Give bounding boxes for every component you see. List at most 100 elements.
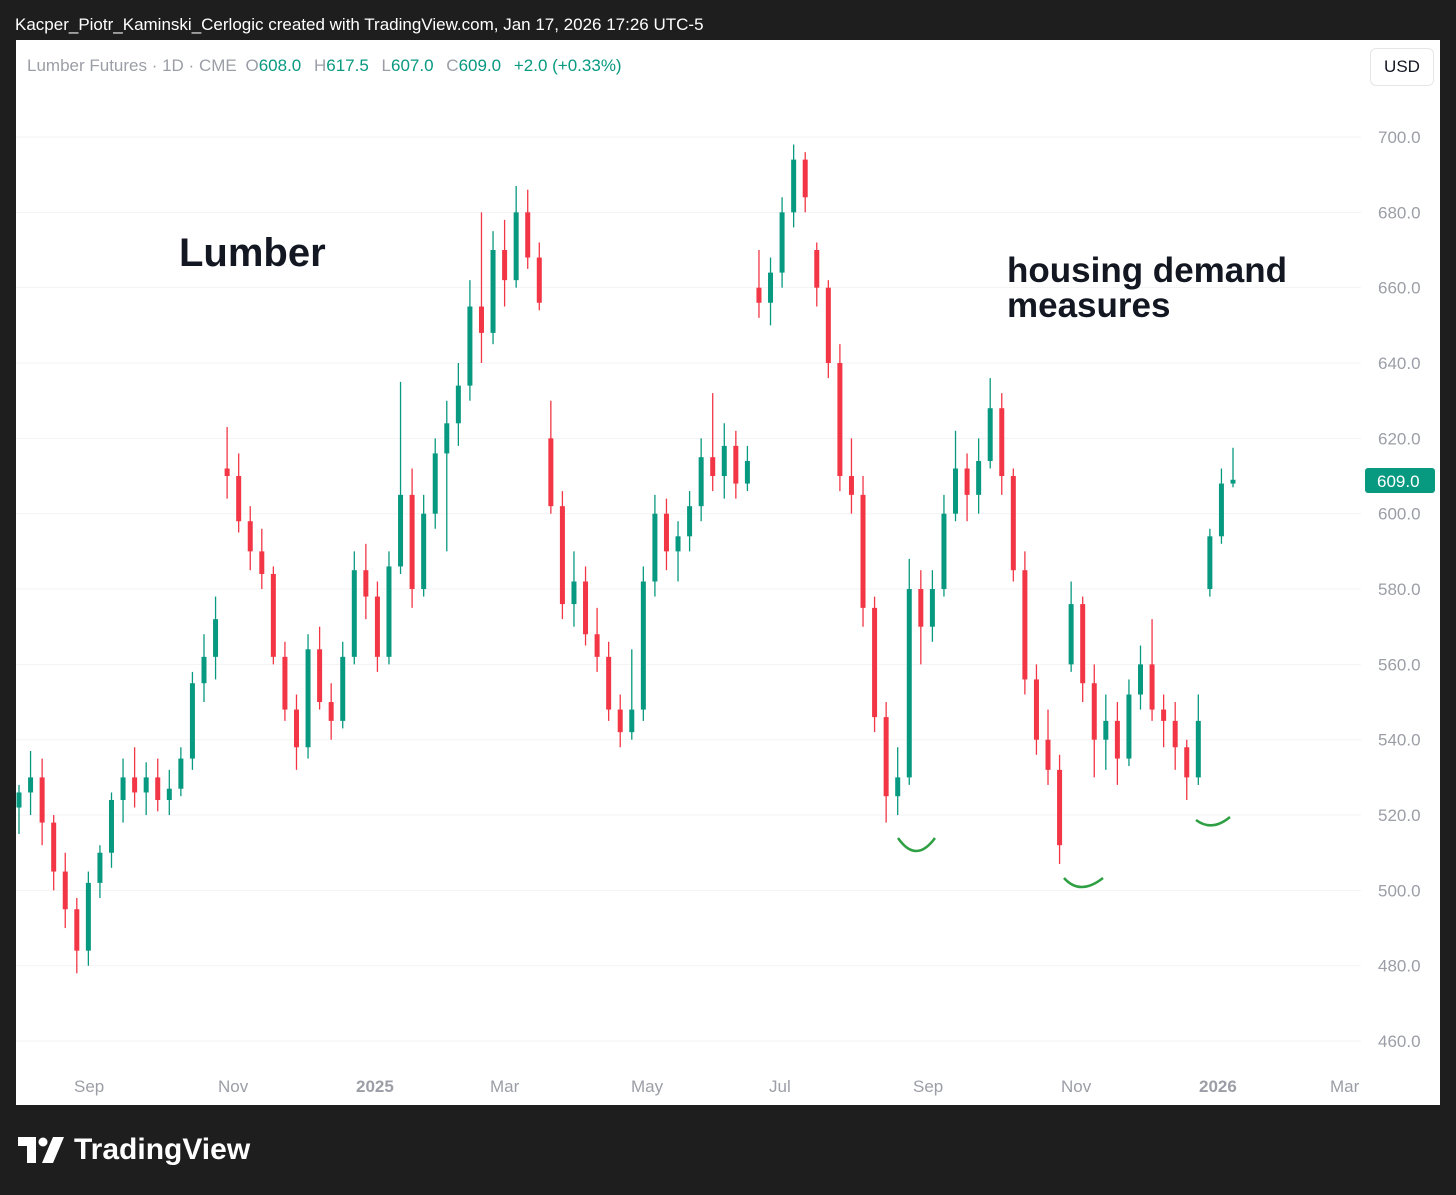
last-price-badge (1365, 468, 1435, 493)
candle-body (929, 589, 935, 627)
candle-body (768, 272, 774, 303)
candle-body (744, 460, 750, 484)
chart-panel[interactable]: 700.0 680.0 660.0 640.0 620.0 600.0 580.0 560.0… (16, 40, 1440, 1105)
candle-body (710, 457, 716, 477)
candle (143, 762, 149, 816)
candle-body (860, 494, 866, 608)
y-tick-label: 540.0 (1378, 731, 1421, 750)
low-value: 607.0 (391, 56, 434, 75)
candle (328, 683, 334, 740)
candle-body (28, 777, 34, 793)
candle-body (629, 709, 635, 733)
candle (802, 152, 808, 213)
candle (97, 845, 103, 898)
candle-body (756, 287, 762, 303)
candle-body (259, 551, 265, 574)
change-value: +2.0 (+0.33%) (513, 56, 622, 75)
price-axis: 700.0 680.0 660.0 640.0 620.0 600.0 580.0 560.0… (1378, 128, 1421, 1051)
currency-button[interactable]: USD (1370, 48, 1434, 86)
y-tick-label: 600.0 (1378, 505, 1421, 524)
candle (606, 641, 612, 721)
candle (432, 438, 438, 529)
candle (629, 649, 635, 740)
candle-body (132, 777, 138, 793)
x-tick-label: May (631, 1077, 664, 1096)
candle-body (155, 777, 161, 800)
candle-body (1149, 664, 1155, 710)
candle-body (120, 777, 126, 800)
candle (51, 815, 57, 891)
symbol-name[interactable]: Lumber Futures · 1D · CME (27, 56, 237, 75)
high-label: H (313, 56, 327, 75)
open-label: O (245, 56, 259, 75)
candle-body (513, 212, 519, 281)
candlestick-chart[interactable]: 700.0 680.0 660.0 640.0 620.0 600.0 580.0 560.0… (16, 40, 1440, 1105)
candle (744, 445, 750, 492)
candle-body (583, 581, 589, 635)
candle (236, 453, 242, 533)
candle-body (108, 799, 114, 853)
candle (62, 852, 68, 929)
x-tick-label: 2025 (356, 1077, 394, 1096)
candle-body (143, 777, 149, 793)
candle (213, 596, 219, 680)
candle (155, 758, 161, 812)
x-tick-label: Sep (913, 1077, 943, 1096)
candle (548, 400, 554, 514)
candle (374, 581, 380, 672)
candle-body (802, 159, 808, 198)
candle (848, 438, 854, 514)
candle (1091, 664, 1097, 778)
x-tick-label: Jul (769, 1077, 791, 1096)
logo-text: TradingView (74, 1133, 251, 1166)
candle (363, 543, 369, 620)
candle (918, 570, 924, 665)
y-tick-label: 660.0 (1378, 279, 1421, 298)
candle-body (1045, 739, 1051, 770)
y-tick-label: 580.0 (1378, 580, 1421, 599)
candle (698, 438, 704, 522)
candle (525, 189, 531, 269)
candle (1114, 702, 1120, 785)
candle-body (340, 656, 346, 721)
time-axis: Sep Nov 2025 Mar May Jul Sep Nov 2026 Mar (74, 1077, 1360, 1096)
candle-body (467, 306, 473, 386)
candle-body (779, 212, 785, 273)
candle (282, 641, 288, 721)
candle-body (189, 683, 195, 759)
candles (16, 144, 1236, 974)
candle-body (548, 438, 554, 507)
candle-body (848, 476, 854, 495)
candle (675, 521, 681, 582)
candle-body (363, 570, 369, 597)
candle (779, 197, 785, 288)
tradingview-logo-icon (18, 1137, 64, 1163)
candle (444, 400, 450, 552)
candle-body (236, 476, 242, 522)
candle-body (305, 649, 311, 748)
candle-body (964, 468, 970, 495)
candle (536, 242, 542, 311)
candle-body (1207, 536, 1213, 590)
x-tick-label: 2026 (1199, 1077, 1237, 1096)
candle-body (918, 589, 924, 627)
candle (39, 758, 45, 846)
candle-body (398, 494, 404, 567)
candle (1230, 447, 1236, 488)
candle-body (1033, 679, 1039, 740)
candle-body (895, 777, 901, 797)
candle (1057, 754, 1063, 865)
candle (305, 634, 311, 759)
candle (1138, 645, 1144, 710)
candle (652, 494, 658, 597)
candle-body (421, 513, 427, 590)
candle (1161, 694, 1167, 748)
candle (687, 491, 693, 552)
candle (872, 596, 878, 733)
y-tick-label: 460.0 (1378, 1032, 1421, 1051)
y-tick-label: 500.0 (1378, 881, 1421, 900)
candle (224, 427, 230, 499)
candle (663, 498, 669, 571)
candle-body (351, 570, 357, 657)
candle (502, 219, 508, 307)
